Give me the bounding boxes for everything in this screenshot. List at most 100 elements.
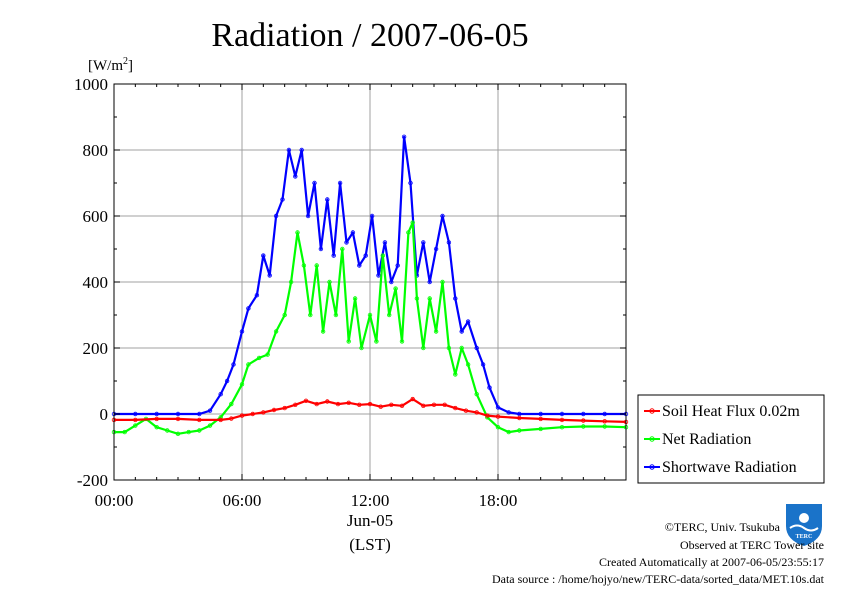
data-point xyxy=(288,279,294,285)
data-point xyxy=(421,403,426,408)
data-point xyxy=(485,413,490,418)
data-point xyxy=(453,405,458,411)
data-point xyxy=(378,404,383,409)
credit-observed: Observed at TERC Tower site xyxy=(680,538,824,552)
data-point xyxy=(308,312,313,318)
data-point xyxy=(427,279,432,285)
data-point xyxy=(218,417,223,423)
data-point xyxy=(207,423,213,428)
y-tick-label: -200 xyxy=(77,471,108,490)
data-point xyxy=(197,411,202,417)
data-point xyxy=(122,429,127,435)
data-point xyxy=(581,411,586,417)
data-point xyxy=(410,396,415,402)
data-point xyxy=(246,362,251,367)
terc-logo-drop-icon xyxy=(799,513,809,523)
data-point xyxy=(408,180,413,186)
data-point xyxy=(401,134,407,139)
data-point xyxy=(559,425,565,430)
data-point xyxy=(165,428,170,433)
data-point xyxy=(267,273,272,278)
data-point xyxy=(581,424,586,429)
data-point xyxy=(538,411,543,417)
data-point xyxy=(389,279,394,285)
data-point xyxy=(239,329,245,334)
data-point xyxy=(197,417,202,423)
data-point xyxy=(320,329,326,334)
data-point xyxy=(273,213,279,219)
data-point xyxy=(380,253,385,258)
x-tick-label: 18:00 xyxy=(479,491,518,510)
terc-logo: TERC xyxy=(786,504,822,546)
series-line xyxy=(114,221,627,435)
y-axis: -200 0 200 400 600 800 1000 xyxy=(74,75,626,490)
data-point xyxy=(337,180,343,186)
data-point xyxy=(224,378,230,384)
legend: Soil Heat Flux 0.02m Net Radiation Shortwa… xyxy=(637,394,825,484)
legend-label: Shortwave Radiation xyxy=(662,459,797,476)
data-point xyxy=(314,401,319,407)
data-point xyxy=(250,411,255,417)
data-point xyxy=(581,418,586,423)
data-point xyxy=(440,213,445,219)
terc-logo-shield-icon xyxy=(786,504,822,546)
data-point xyxy=(374,339,379,344)
data-point xyxy=(207,408,213,413)
y-tick-label: 1000 xyxy=(74,75,108,94)
data-point xyxy=(175,431,181,436)
series-line xyxy=(114,135,626,416)
data-point xyxy=(239,413,245,418)
legend-marker xyxy=(649,436,655,442)
data-point xyxy=(453,372,458,377)
legend-marker xyxy=(649,408,655,414)
x-axis: 00:00 06:00 12:00 18:00 xyxy=(95,84,606,510)
data-point xyxy=(421,240,426,245)
y-tick-label: 600 xyxy=(83,207,109,226)
y-tick-label: 800 xyxy=(83,141,109,160)
data-point xyxy=(305,213,311,219)
data-point xyxy=(280,197,285,202)
data-point xyxy=(314,263,319,268)
data-point xyxy=(246,306,251,311)
data-point xyxy=(602,419,607,424)
data-point xyxy=(453,296,458,301)
data-point xyxy=(186,429,191,435)
data-point xyxy=(301,263,307,268)
data-point xyxy=(465,362,471,367)
data-point xyxy=(399,403,405,408)
data-point xyxy=(369,213,375,219)
data-point xyxy=(421,345,426,351)
data-point xyxy=(495,405,501,410)
data-point xyxy=(357,263,362,268)
data-point xyxy=(480,362,486,367)
data-point xyxy=(387,312,392,318)
data-point xyxy=(295,230,300,235)
data-point xyxy=(602,411,607,417)
y-tick-label: 0 xyxy=(100,405,109,424)
data-point xyxy=(335,401,341,407)
credit-created: Created Automatically at 2007-06-05/23:5… xyxy=(599,555,824,569)
terc-logo-text: TERC xyxy=(796,534,813,540)
data-point xyxy=(474,410,479,415)
legend-label: Soil Heat Flux 0.02m xyxy=(662,403,800,420)
data-point xyxy=(273,329,279,334)
data-point xyxy=(414,296,420,301)
data-point xyxy=(175,411,181,417)
data-point xyxy=(463,408,469,413)
data-point xyxy=(487,385,492,390)
data-point xyxy=(229,416,234,421)
data-point xyxy=(327,279,332,285)
series-layer xyxy=(111,134,629,436)
y-axis-unit-label: [W/m2] xyxy=(88,56,133,74)
data-point xyxy=(256,355,262,361)
data-point xyxy=(395,263,400,268)
data-point xyxy=(517,428,522,433)
data-point xyxy=(357,402,362,407)
data-point xyxy=(239,382,245,387)
data-point xyxy=(303,398,309,403)
data-point xyxy=(154,411,159,417)
data-point xyxy=(495,414,501,419)
data-point xyxy=(459,329,464,334)
data-point xyxy=(474,345,479,351)
data-point xyxy=(286,147,292,153)
